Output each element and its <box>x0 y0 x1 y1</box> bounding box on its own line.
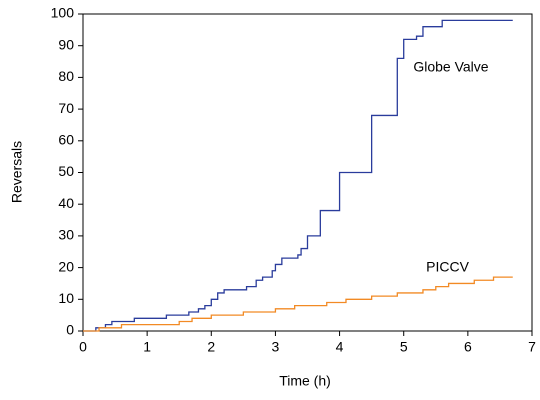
series-label: Globe Valve <box>413 59 488 75</box>
x-tick-label: 4 <box>336 339 344 355</box>
x-tick-label: 2 <box>207 339 215 355</box>
y-tick-label: 0 <box>66 322 74 338</box>
series-label: PICCV <box>426 258 469 274</box>
x-tick-label: 3 <box>272 339 280 355</box>
x-axis-label: Time (h) <box>279 373 331 389</box>
y-tick-label: 10 <box>58 290 74 306</box>
series-line <box>83 19 513 332</box>
x-tick-label: 6 <box>464 339 472 355</box>
y-tick-label: 20 <box>58 258 74 274</box>
y-tick-label: 90 <box>58 36 74 52</box>
series-line <box>83 276 513 332</box>
x-tick-label: 7 <box>528 339 536 355</box>
y-tick-label: 80 <box>58 68 74 84</box>
x-tick-label: 0 <box>79 339 87 355</box>
y-tick-label: 60 <box>58 132 74 148</box>
y-tick-label: 40 <box>58 195 74 211</box>
y-tick-label: 50 <box>58 163 74 179</box>
y-axis-label: Reversals <box>9 141 25 203</box>
x-tick-label: 1 <box>143 339 151 355</box>
y-tick-label: 100 <box>51 5 75 21</box>
y-tick-label: 70 <box>58 100 74 116</box>
y-tick-label: 30 <box>58 227 74 243</box>
x-tick-label: 5 <box>400 339 408 355</box>
